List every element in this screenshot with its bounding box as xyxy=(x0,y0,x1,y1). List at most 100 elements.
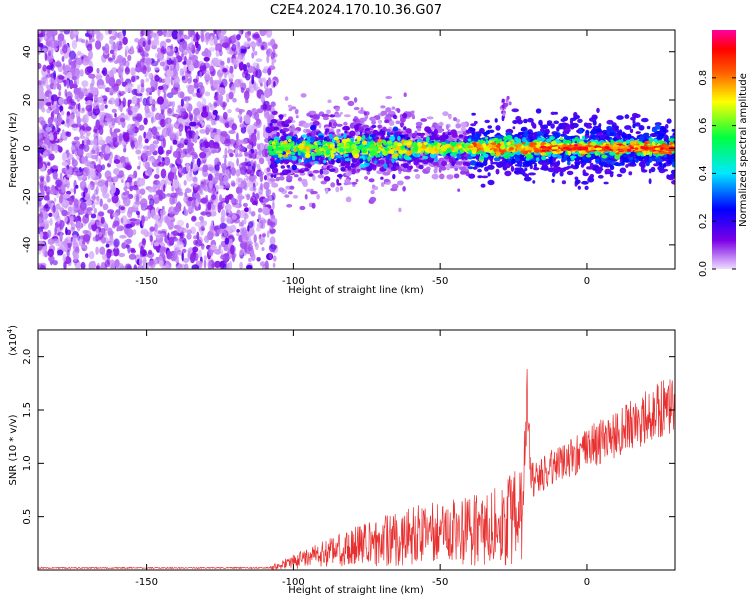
heatmap-cell xyxy=(246,175,249,182)
heatmap-cell xyxy=(199,65,207,71)
heatmap-cell xyxy=(166,250,172,259)
heatmap-cell xyxy=(582,172,589,177)
heatmap-cell xyxy=(54,78,57,87)
heatmap-cell xyxy=(135,210,140,216)
heatmap-cell xyxy=(190,161,193,170)
heatmap-cell xyxy=(172,166,177,173)
heatmap-cell xyxy=(53,197,57,202)
heatmap-cell xyxy=(88,73,96,79)
heatmap-cell xyxy=(60,243,68,252)
heatmap-cell xyxy=(153,229,159,237)
heatmap-cell xyxy=(109,127,113,135)
heatmap-cell xyxy=(117,45,123,50)
heatmap-cell xyxy=(46,229,52,238)
heatmap-cell xyxy=(229,261,233,269)
heatmap-cell xyxy=(83,144,90,152)
heatmap-cell xyxy=(336,129,339,134)
heatmap-cell xyxy=(221,78,228,88)
heatmap-cell xyxy=(380,182,385,187)
heatmap-cell xyxy=(66,190,72,195)
heatmap-cell xyxy=(395,166,400,170)
heatmap-cell xyxy=(166,92,174,99)
heatmap-cell xyxy=(58,97,65,105)
heatmap-cell xyxy=(182,258,189,263)
heatmap-cell xyxy=(95,229,98,233)
heatmap-cell xyxy=(267,67,272,76)
heatmap-cell xyxy=(458,134,464,138)
heatmap-cell xyxy=(256,108,264,114)
heatmap-cell xyxy=(138,135,143,143)
heatmap-cell xyxy=(212,109,218,116)
heatmap-cell xyxy=(109,91,114,96)
heatmap-cell xyxy=(255,226,261,232)
heatmap-cell xyxy=(573,111,578,118)
heatmap-cell xyxy=(87,184,93,190)
heatmap-cell xyxy=(628,171,633,176)
heatmap-cell xyxy=(259,30,267,37)
heatmap-cell xyxy=(243,217,247,225)
heatmap-cell xyxy=(64,238,69,244)
heatmap-cell xyxy=(261,247,265,251)
heatmap-cell xyxy=(523,118,528,124)
heatmap-cell xyxy=(82,191,86,198)
heatmap-cell xyxy=(107,230,115,235)
heatmap-cell xyxy=(168,236,175,246)
heatmap-cell xyxy=(125,164,132,171)
heatmap-cell xyxy=(184,209,189,217)
heatmap-cell xyxy=(147,39,151,45)
heatmap-cell xyxy=(370,190,375,195)
heatmap-cell xyxy=(52,204,56,213)
heatmap-cell xyxy=(172,139,178,145)
heatmap-cell xyxy=(50,112,54,118)
heatmap-cell xyxy=(433,168,438,174)
heatmap-cell xyxy=(174,247,179,257)
heatmap-cell xyxy=(364,176,369,180)
heatmap-cell xyxy=(284,96,289,101)
heatmap-cell xyxy=(244,138,248,145)
heatmap-cell xyxy=(147,194,154,201)
heatmap-cell xyxy=(130,249,136,254)
heatmap-cell xyxy=(179,137,185,147)
heatmap-cell xyxy=(68,50,76,60)
heatmap-cell xyxy=(543,133,549,138)
heatmap-cell xyxy=(43,151,48,157)
heatmap-cell xyxy=(73,256,78,262)
heatmap-cell xyxy=(227,148,234,155)
heatmap-cell xyxy=(119,156,127,164)
heatmap-cell xyxy=(78,87,82,92)
heatmap-cell xyxy=(109,38,114,45)
heatmap-cell xyxy=(38,226,42,230)
heatmap-cell xyxy=(76,115,81,126)
heatmap-cell xyxy=(79,201,87,211)
heatmap-cell xyxy=(61,209,68,217)
heatmap-cell xyxy=(214,172,220,180)
heatmap-cell xyxy=(666,118,672,124)
heatmap-cell xyxy=(149,95,153,105)
heatmap-cell xyxy=(210,244,217,251)
heatmap-cell xyxy=(144,145,147,151)
heatmap-cell xyxy=(442,111,449,117)
heatmap-cell xyxy=(59,232,63,242)
heatmap-cell xyxy=(253,128,257,135)
heatmap-cell xyxy=(477,168,482,173)
heatmap-cell xyxy=(165,31,171,38)
heatmap-cell xyxy=(577,185,581,190)
heatmap-cell xyxy=(84,55,90,63)
heatmap-cell xyxy=(662,163,667,168)
heatmap-cell xyxy=(159,246,166,253)
heatmap-cell xyxy=(132,229,137,236)
heatmap-cell xyxy=(138,257,143,266)
heatmap-cell xyxy=(222,202,225,208)
heatmap-cell xyxy=(64,215,68,224)
heatmap-cell xyxy=(54,145,59,154)
heatmap-cell xyxy=(224,169,230,176)
heatmap-cell xyxy=(104,104,108,109)
heatmap-cell xyxy=(501,116,505,122)
heatmap-cell xyxy=(597,166,602,171)
heatmap-cell xyxy=(134,120,140,127)
heatmap-cell xyxy=(68,197,73,206)
heatmap-cell xyxy=(47,143,54,154)
heatmap-cell xyxy=(141,150,149,160)
heatmap-cell xyxy=(256,63,260,71)
heatmap-cell xyxy=(243,90,250,101)
